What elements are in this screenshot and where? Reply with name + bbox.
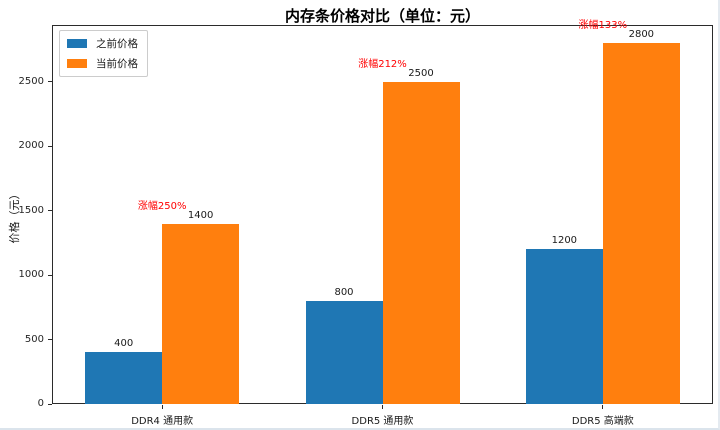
bar-current-price bbox=[382, 81, 460, 404]
y-tick-label: 1000 bbox=[18, 269, 44, 281]
bar-value-label: 1400 bbox=[187, 209, 214, 221]
legend-swatch-previous-price bbox=[67, 39, 87, 48]
bar-current-price bbox=[162, 223, 240, 404]
legend-item-current-price: 当前价格 bbox=[67, 56, 138, 71]
x-axis-category-label: DDR5 通用款 bbox=[351, 416, 414, 427]
legend-item-previous-price: 之前价格 bbox=[67, 36, 138, 51]
y-tick-mark bbox=[48, 210, 52, 212]
bar-value-label: 1200 bbox=[551, 235, 578, 247]
increase-annotation: 涨幅212% bbox=[358, 58, 407, 70]
y-axis-label: 价格（元） bbox=[8, 188, 21, 244]
bar-previous-price bbox=[85, 352, 163, 404]
bar-value-label: 2800 bbox=[628, 29, 655, 41]
x-tick-mark bbox=[161, 405, 163, 409]
y-tick-label: 1500 bbox=[18, 204, 44, 216]
y-tick-label: 2500 bbox=[18, 75, 44, 87]
bar-value-label: 400 bbox=[114, 338, 134, 350]
y-tick-label: 0 bbox=[37, 398, 44, 409]
bar-value-label: 800 bbox=[334, 286, 354, 298]
x-axis-category-label: DDR5 高端款 bbox=[571, 416, 634, 427]
y-tick-label: 500 bbox=[24, 333, 44, 345]
y-tick-mark bbox=[48, 274, 52, 276]
y-tick-label: 2000 bbox=[18, 140, 44, 152]
legend: 之前价格 当前价格 bbox=[59, 30, 148, 77]
increase-annotation: 涨幅133% bbox=[578, 20, 628, 32]
bar-value-label: 2500 bbox=[408, 67, 434, 79]
increase-annotation: 涨幅250% bbox=[137, 200, 187, 212]
bar-previous-price bbox=[525, 249, 603, 404]
y-tick-mark bbox=[48, 145, 52, 147]
x-tick-mark bbox=[602, 405, 604, 409]
legend-label: 当前价格 bbox=[96, 58, 138, 70]
y-tick-mark bbox=[48, 81, 52, 83]
legend-swatch-current-price bbox=[67, 59, 87, 68]
bar-current-price bbox=[602, 43, 680, 404]
x-tick-mark bbox=[382, 405, 383, 409]
y-tick-mark bbox=[48, 339, 52, 341]
legend-label: 之前价格 bbox=[96, 38, 138, 50]
bar-previous-price bbox=[305, 300, 383, 404]
y-tick-mark bbox=[48, 403, 52, 405]
x-axis-category-label: DDR4 通用款 bbox=[131, 416, 194, 427]
chart-title: 内存条价格对比（单位：元） bbox=[284, 7, 480, 25]
